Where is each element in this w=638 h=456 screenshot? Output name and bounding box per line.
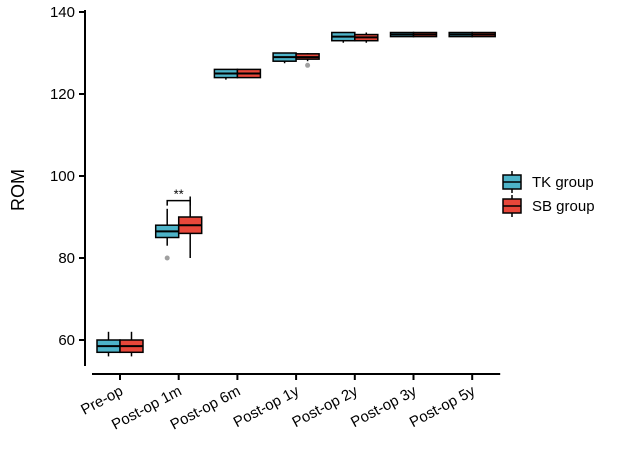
box-tk-group bbox=[389, 31, 415, 38]
box-tk-group bbox=[154, 208, 180, 261]
legend-item: TK group bbox=[502, 171, 594, 193]
box-sb-group bbox=[236, 68, 262, 79]
legend: TK group SB group bbox=[502, 171, 595, 217]
box-sb-group bbox=[354, 32, 379, 43]
legend-label: TK group bbox=[532, 174, 594, 191]
box-tk-group bbox=[272, 52, 297, 64]
y-axis-title: ROM bbox=[8, 169, 28, 211]
x-tick-label: Post-op 1y bbox=[231, 382, 303, 431]
box-tk-group bbox=[448, 31, 473, 38]
legend-label: SB group bbox=[532, 198, 595, 215]
y-tick-label: 80 bbox=[58, 250, 75, 267]
box-sb-group bbox=[119, 331, 144, 357]
y-tick-label: 120 bbox=[50, 86, 75, 103]
significance-bracket bbox=[166, 199, 191, 206]
significance-label: ** bbox=[174, 187, 184, 202]
box-tk-group bbox=[96, 331, 121, 357]
y-tick-label: 100 bbox=[50, 168, 75, 185]
x-tick-label: Post-op 5y bbox=[407, 382, 479, 431]
x-tick-label: Post-op 3y bbox=[348, 382, 420, 431]
legend-item: SB group bbox=[502, 195, 595, 217]
y-tick-label: 60 bbox=[58, 332, 75, 349]
x-tick-label: Post-op 2y bbox=[289, 382, 361, 431]
annotations: ** bbox=[166, 187, 191, 206]
box-sb-group bbox=[295, 53, 320, 68]
outlier-point bbox=[305, 62, 311, 68]
y-axis: 60 80 100 120 140 bbox=[50, 4, 86, 366]
box-sb-group bbox=[177, 196, 203, 258]
box-sb-group bbox=[471, 31, 496, 38]
plot-area bbox=[96, 31, 496, 357]
box-tk-group bbox=[331, 31, 356, 43]
box-sb-group bbox=[412, 31, 438, 38]
box-tk-group bbox=[213, 68, 239, 80]
outlier-point bbox=[164, 255, 170, 261]
y-tick-label: 140 bbox=[50, 4, 75, 21]
